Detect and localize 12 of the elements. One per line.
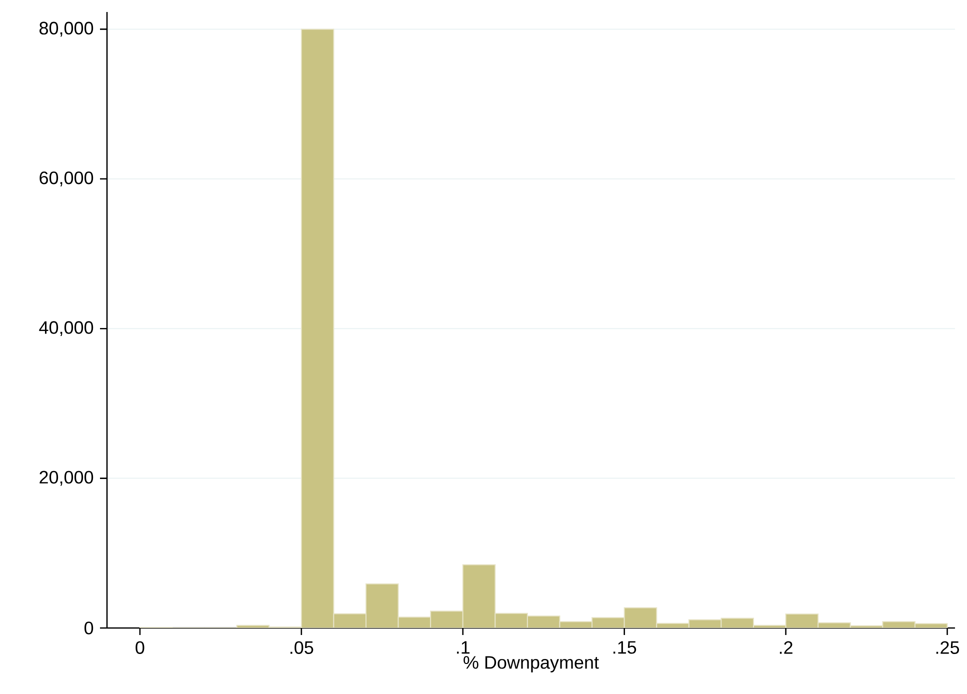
x-tick-label: .1 bbox=[457, 641, 470, 654]
x-tick-label: .15 bbox=[613, 641, 636, 654]
x-tick-label: .2 bbox=[780, 641, 792, 654]
y-tick-label: 20,000 bbox=[40, 470, 94, 486]
x-axis-title: % Downpayment bbox=[464, 656, 599, 672]
y-tick-label: 40,000 bbox=[39, 321, 94, 336]
y-tick-label: 0 bbox=[84, 622, 94, 634]
x-tick-label: .05 bbox=[290, 641, 314, 654]
x-tick-label: 0 bbox=[136, 641, 144, 654]
y-tick-label: 60,000 bbox=[40, 171, 94, 186]
y-tick-label: 80,000 bbox=[40, 22, 94, 37]
x-tick-label: .25 bbox=[936, 641, 960, 654]
